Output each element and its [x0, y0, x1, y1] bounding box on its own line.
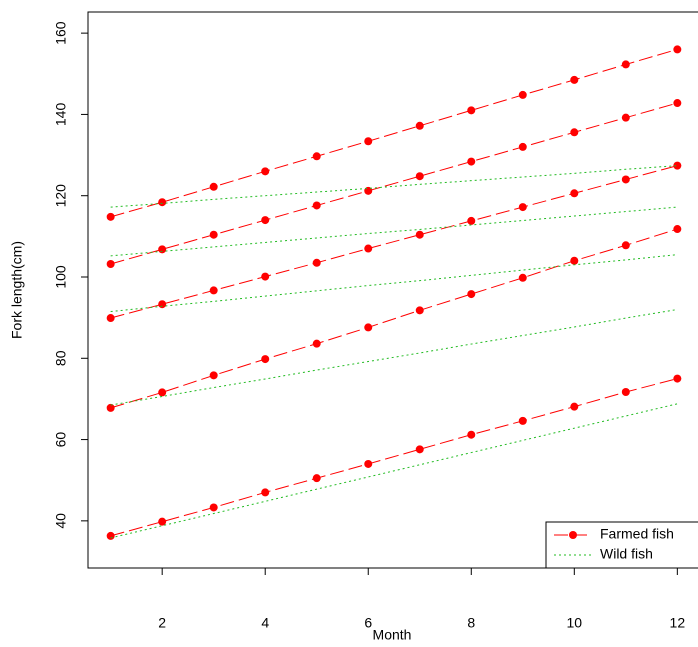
point [673, 225, 682, 234]
y-tick-label: 60 [53, 432, 69, 448]
point [261, 167, 270, 176]
point [209, 230, 218, 239]
x-tick-label: 12 [670, 615, 686, 631]
point [570, 75, 579, 84]
point [518, 90, 527, 99]
point [621, 175, 630, 184]
x-axis-title: Month [373, 627, 412, 643]
series-line [110, 378, 678, 537]
point [621, 60, 630, 69]
y-axis-title: Fork length(cm) [9, 241, 25, 339]
series-line [110, 309, 678, 406]
point [312, 258, 321, 267]
point [570, 128, 579, 137]
point [312, 201, 321, 210]
point [364, 459, 373, 468]
point [106, 531, 115, 540]
point [312, 474, 321, 483]
point [673, 45, 682, 54]
y-tick-label: 120 [53, 184, 69, 208]
point [570, 189, 579, 198]
point [312, 152, 321, 161]
point [364, 244, 373, 253]
point [158, 198, 167, 207]
point [261, 355, 270, 364]
point [518, 142, 527, 151]
y-tick-label: 40 [53, 513, 69, 529]
x-tick-label: 2 [158, 615, 166, 631]
point [467, 157, 476, 166]
point [518, 416, 527, 425]
point [364, 137, 373, 146]
point [415, 121, 424, 130]
legend-label: Farmed fish [600, 526, 674, 542]
series-line [110, 228, 678, 409]
point [467, 216, 476, 225]
point [106, 259, 115, 268]
point [621, 241, 630, 250]
series-line [110, 254, 678, 313]
series-line [110, 102, 678, 265]
point [209, 503, 218, 512]
series-line [110, 165, 678, 208]
legend-box [545, 521, 698, 569]
y-tick-label: 140 [53, 103, 69, 127]
x-tick-label: 10 [567, 615, 583, 631]
point [261, 216, 270, 225]
point [673, 161, 682, 170]
y-tick-label: 80 [53, 350, 69, 366]
point [518, 203, 527, 212]
point [209, 286, 218, 295]
point [415, 306, 424, 315]
point [415, 230, 424, 239]
point [467, 290, 476, 299]
x-tick-label: 4 [261, 615, 269, 631]
point [106, 212, 115, 221]
series-line [110, 48, 678, 218]
point [467, 430, 476, 439]
point [673, 99, 682, 108]
y-tick-label: 100 [53, 265, 69, 289]
point [621, 113, 630, 122]
y-tick-label: 160 [53, 21, 69, 45]
x-tick-label: 6 [364, 615, 372, 631]
point [518, 273, 527, 282]
series-line [110, 206, 678, 257]
point [570, 402, 579, 411]
point [261, 488, 270, 497]
legend-label: Wild fish [600, 546, 653, 562]
point [209, 371, 218, 380]
point [673, 374, 682, 383]
series-line [110, 403, 678, 539]
legend-marker [569, 531, 577, 539]
point [467, 106, 476, 115]
point [415, 445, 424, 454]
series-line [110, 165, 678, 319]
plot-frame [87, 11, 698, 569]
point [106, 314, 115, 323]
point [570, 256, 579, 265]
point [158, 300, 167, 309]
point [415, 172, 424, 181]
point [106, 403, 115, 412]
point [158, 245, 167, 254]
point [312, 339, 321, 348]
x-tick-label: 8 [467, 615, 475, 631]
point [209, 182, 218, 191]
point [158, 517, 167, 526]
point [364, 323, 373, 332]
point [261, 272, 270, 281]
point [158, 388, 167, 397]
point [621, 388, 630, 397]
